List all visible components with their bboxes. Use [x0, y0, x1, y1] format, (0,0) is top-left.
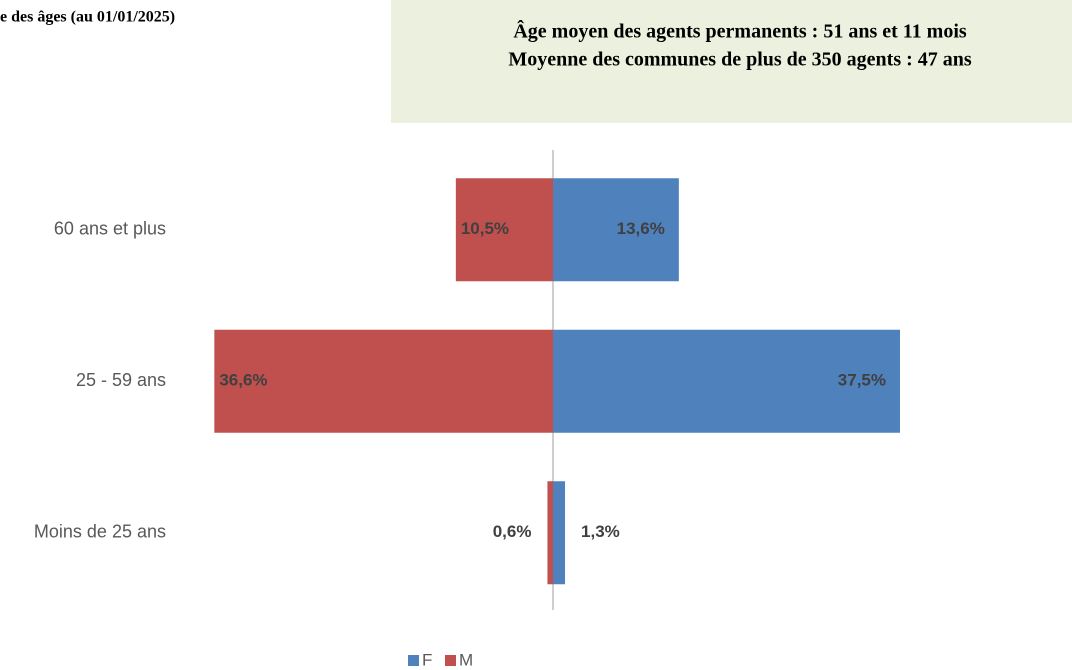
y-tick-label: Moins de 25 ans — [34, 522, 166, 542]
y-tick-label: 25 - 59 ans — [76, 370, 166, 390]
legend-swatch — [445, 655, 456, 666]
bar — [553, 329, 900, 433]
data-label: 37,5% — [838, 371, 886, 390]
annotation-box — [391, 0, 1072, 123]
bar — [455, 178, 553, 282]
bar — [553, 178, 679, 282]
data-label: 13,6% — [617, 219, 665, 238]
data-label: 10,5% — [461, 219, 509, 238]
legend-swatch — [408, 655, 419, 666]
annotation: Moyenne des communes de plus de 350 agen… — [508, 49, 972, 71]
data-label: 36,6% — [219, 371, 267, 390]
chart-title: e des âges (au 01/01/2025) — [0, 9, 175, 26]
bar — [214, 329, 553, 433]
legend-label: F — [422, 650, 432, 669]
legend-label: M — [459, 650, 473, 669]
data-label: 0,6% — [493, 522, 532, 541]
data-label: 1,3% — [581, 522, 620, 541]
y-tick-label: 60 ans et plus — [54, 219, 166, 239]
annotation: Âge moyen des agents permanents : 51 ans… — [513, 19, 967, 43]
bar — [553, 481, 566, 585]
bar — [547, 481, 553, 585]
